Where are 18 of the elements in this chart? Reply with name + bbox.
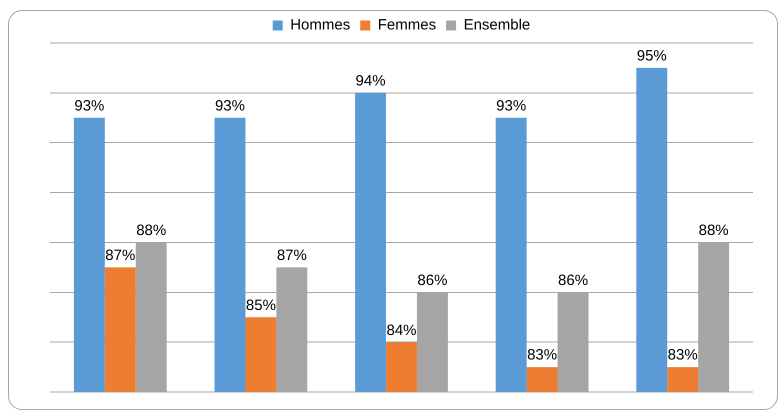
data-label: 88% [136,222,166,240]
data-label: 93% [74,97,104,114]
data-label: 93% [496,97,526,114]
data-label: 84% [386,322,417,339]
data-label: 86% [558,272,588,289]
data-label: 94% [356,72,386,90]
data-label: 83% [527,346,558,364]
data-label: 88% [698,222,729,240]
data-label: 83% [668,346,698,364]
data-label: 87% [276,247,307,264]
data-label: 95% [636,48,667,65]
legend-label: Hommes [290,16,350,34]
data-label: 86% [417,272,448,289]
legend-label: Ensemble [464,16,530,34]
data-label: 85% [246,296,276,314]
data-label: 93% [214,97,245,114]
legend-label: Femmes [378,16,436,34]
data-label: 87% [105,247,136,264]
